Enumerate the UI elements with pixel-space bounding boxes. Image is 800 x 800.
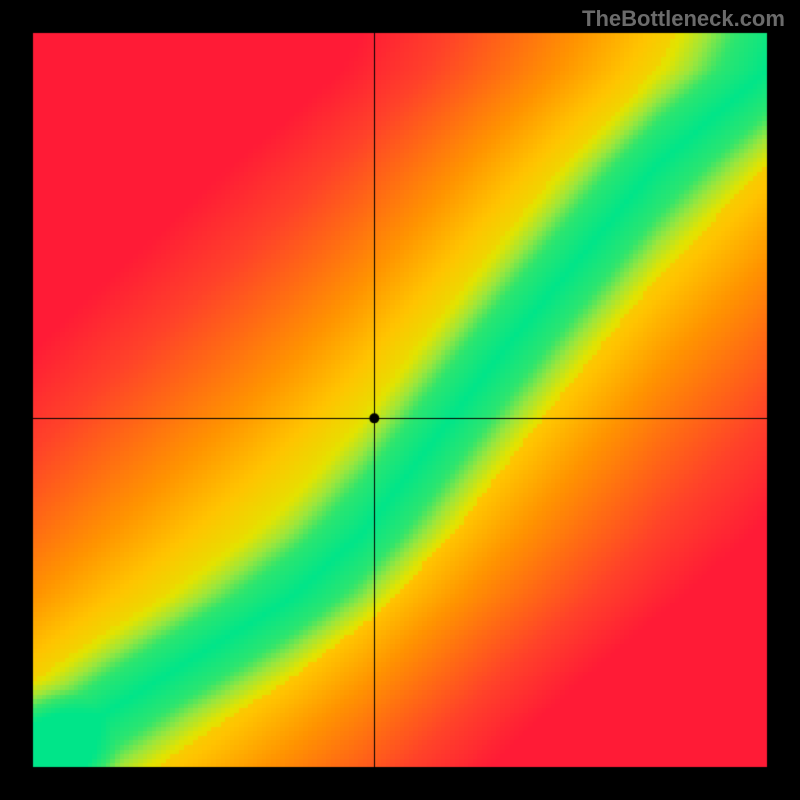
chart-container: TheBottleneck.com bbox=[0, 0, 800, 800]
bottleneck-heatmap bbox=[0, 0, 800, 800]
watermark-text: TheBottleneck.com bbox=[582, 6, 785, 32]
